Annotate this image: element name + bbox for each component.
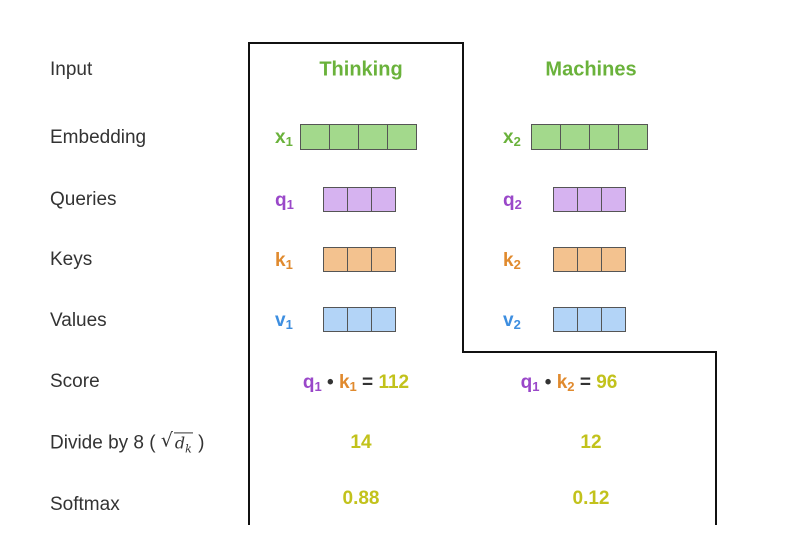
row-label-embedding: Embedding bbox=[50, 127, 147, 148]
softmax-value-1: 0.88 bbox=[342, 488, 380, 509]
dot-operator: • bbox=[544, 372, 552, 393]
divide-text: Divide by 8 ( bbox=[50, 432, 156, 454]
embedding-cell bbox=[300, 124, 330, 150]
value-cell bbox=[323, 307, 348, 332]
embedding-label-x2: x2 bbox=[503, 127, 521, 149]
query-cell bbox=[371, 187, 396, 212]
value-vector-v2 bbox=[553, 307, 626, 332]
key-cell bbox=[553, 247, 578, 272]
embedding-cell bbox=[329, 124, 359, 150]
query-cell bbox=[553, 187, 578, 212]
key-cell bbox=[371, 247, 396, 272]
sqrt-var: d bbox=[174, 433, 186, 453]
embedding-cell bbox=[531, 124, 561, 150]
divide-close: ) bbox=[198, 432, 205, 454]
query-label-q1: q1 bbox=[275, 190, 294, 212]
word-machines: Machines bbox=[545, 58, 637, 81]
equals-sign: = bbox=[362, 372, 374, 393]
row-label-keys: Keys bbox=[50, 249, 93, 270]
row-label-score: Score bbox=[50, 371, 100, 392]
embedding-label-x1: x1 bbox=[275, 127, 293, 149]
score-value: 112 bbox=[378, 372, 410, 393]
score-k-term: k2 bbox=[556, 372, 575, 394]
embedding-cell bbox=[387, 124, 417, 150]
score-value: 96 bbox=[596, 372, 618, 393]
query-vector-q2 bbox=[553, 187, 626, 212]
embedding-vector-x2 bbox=[531, 124, 648, 150]
key-cell bbox=[347, 247, 372, 272]
key-label-k1: k1 bbox=[275, 250, 293, 272]
value-cell bbox=[553, 307, 578, 332]
sqrt-sub: k bbox=[185, 442, 192, 456]
score-k-term: k1 bbox=[338, 372, 357, 394]
embedding-vector-x1 bbox=[300, 124, 417, 150]
embedding-cell bbox=[358, 124, 388, 150]
embedding-cell bbox=[589, 124, 619, 150]
key-cell bbox=[577, 247, 602, 272]
row-label-values: Values bbox=[50, 310, 107, 331]
value-cell bbox=[347, 307, 372, 332]
value-label-v2: v2 bbox=[503, 310, 521, 332]
key-vector-k2 bbox=[553, 247, 626, 272]
score-q-term: q1 bbox=[520, 372, 540, 394]
embedding-cell bbox=[618, 124, 648, 150]
score-equation-1: q1 • k1 = 112 bbox=[303, 372, 409, 394]
dot-operator: • bbox=[327, 372, 334, 393]
key-cell bbox=[323, 247, 348, 272]
row-label-divide: Divide by 8 ( √ dk ) bbox=[50, 429, 205, 456]
query-cell bbox=[601, 187, 626, 212]
key-vector-k1 bbox=[323, 247, 396, 272]
query-vector-q1 bbox=[323, 187, 396, 212]
value-cell bbox=[577, 307, 602, 332]
value-cell bbox=[371, 307, 396, 332]
embedding-cell bbox=[560, 124, 590, 150]
query-label-q2: q2 bbox=[503, 190, 522, 212]
score-q-term: q1 bbox=[302, 372, 322, 394]
key-label-k2: k2 bbox=[503, 250, 521, 272]
equals-sign: = bbox=[579, 372, 591, 393]
divided-score-1: 14 bbox=[350, 432, 372, 453]
value-cell bbox=[601, 307, 626, 332]
value-vector-v1 bbox=[323, 307, 396, 332]
score-equation-2: q1 • k2 = 96 bbox=[521, 372, 618, 394]
sqrt-dk-formula: √ dk bbox=[161, 429, 193, 456]
query-cell bbox=[577, 187, 602, 212]
row-label-queries: Queries bbox=[50, 189, 117, 210]
row-label-softmax: Softmax bbox=[50, 494, 120, 515]
divided-score-2: 12 bbox=[580, 432, 602, 453]
softmax-value-2: 0.12 bbox=[572, 488, 610, 509]
key-cell bbox=[601, 247, 626, 272]
query-cell bbox=[323, 187, 348, 212]
row-label-input: Input bbox=[50, 59, 93, 80]
word-thinking: Thinking bbox=[319, 58, 403, 81]
value-label-v1: v1 bbox=[275, 310, 293, 332]
sqrt-symbol: √ bbox=[160, 429, 173, 452]
query-cell bbox=[347, 187, 372, 212]
